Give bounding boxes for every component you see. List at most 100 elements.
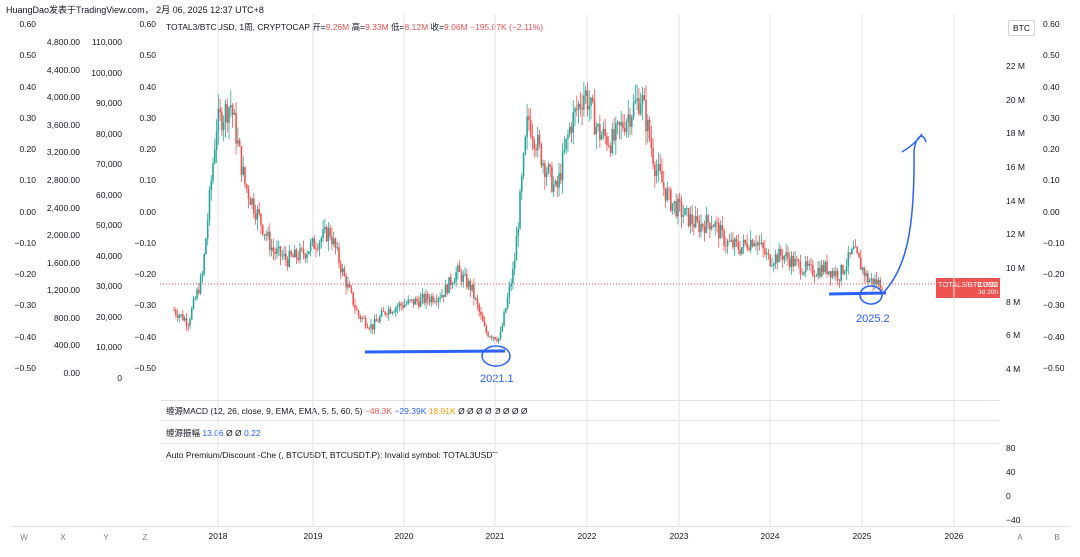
candle-body [643,95,646,100]
candle-body [654,164,656,176]
candle-body [847,252,850,267]
candle-body [293,249,296,258]
candle-body [625,121,628,133]
candle-body [361,317,363,320]
candle-body [810,264,812,265]
amplitude-indicator[interactable]: 缠源振幅 13.06 Ø Ø 0.22 [166,428,261,438]
right-outer-scale[interactable]: 0.60 0.50 0.40 0.30 0.20 0.10 0.00 −0.10 −0.20 −0… [1043,0,1077,400]
candle-body [272,247,275,253]
left-usd-scale[interactable]: 4,800.00 4,400.00 4,000.00 3,600.00 3,200.00… [36,0,80,400]
candle-body [416,298,418,302]
candle-body [476,298,479,305]
candle-body [474,298,477,300]
left-inner-scale[interactable]: 0.60 0.50 0.40 0.30 0.20 0.10 0.00 −0.10 −0.20 −0… [122,0,156,400]
price-scale-label: 18 M [1006,128,1025,139]
scale-label: 0.00 [1043,206,1060,217]
candle-body [308,251,310,255]
scale-label: 100,000 [91,67,122,78]
scale-label: −0.30 [1043,300,1065,311]
candle-body [668,189,670,191]
right-price-scale[interactable]: 22 M 20 M 18 M 16 M 14 M 12 M 10 M 8 M 6 M 4 M [1006,0,1040,400]
premium-discount-indicator[interactable]: Auto Premium/Discount -Che (, BTCUSDT, B… [166,450,498,460]
candle-body [794,258,796,266]
candle-body [339,263,342,273]
candle-body [549,164,551,167]
candle-body [673,201,676,204]
candle-body [865,273,867,276]
candle-body [316,248,319,250]
candle-body [434,301,436,303]
left-outer-scale[interactable]: 0.60 0.50 0.40 0.30 0.20 0.10 0.00 −0.10 −0.20 −0… [0,0,36,400]
currency-button[interactable]: BTC [1008,20,1035,36]
candle-body [395,307,397,312]
candle-body [705,215,708,233]
candle-body [400,303,402,306]
candle-body [410,299,413,301]
candle-body [735,238,738,242]
candle-body [212,162,214,181]
price-scale-label: 20 M [1006,94,1025,105]
scale-label: 0.10 [19,175,36,186]
scale-label: 0.40 [1043,81,1060,92]
candle-body [194,298,197,300]
price-scale-label: 14 M [1006,195,1025,206]
candle-body [183,318,186,321]
legend-symbol: TOTAL3/BTCUSD, 1周, CRYPTOCAP [166,22,310,32]
candle-body [519,191,521,229]
projection-arrow-head [901,133,923,153]
candle-body [579,103,582,108]
candle-body [375,319,378,322]
candle-body [228,107,230,123]
candle-body [190,308,193,320]
candle-body [331,236,333,244]
candle-body [835,270,837,276]
candle-body [707,215,709,223]
candle-body [520,176,523,192]
scale-label: 0.60 [1043,19,1060,29]
candle-body [478,304,481,312]
scale-label: 0.40 [19,81,36,92]
candle-body [261,224,264,235]
indicator-scale[interactable]: 80 40 0 −40 [1006,440,1040,530]
candle-body [854,246,857,248]
candle-body [804,261,807,273]
candle-body [276,248,278,254]
scale-label: 0.10 [1043,175,1060,186]
candle-body [260,213,262,225]
left-usd2-scale[interactable]: 110,000 100,000 90,000 80,000 70,000 60,000 50… [80,0,122,400]
scale-label: 0.40 [139,81,156,92]
candle-body [256,209,259,220]
scale-label: −0.50 [1043,363,1065,373]
scale-label: 0.10 [139,175,156,186]
candle-body [615,123,617,141]
candle-body [233,112,236,115]
candle-body [304,254,307,259]
candle-body [284,253,287,260]
candle-body [224,104,227,123]
scale-label: 20,000 [96,311,122,322]
candle-body [465,274,468,288]
macd-indicator[interactable]: 缠源MACD (12, 26, close, 9, EMA, EMA, 5, 5… [166,406,528,416]
indicator-scale-label: 80 [1006,443,1016,453]
candle-body [623,128,626,133]
candle-body [790,255,793,268]
scale-label: −0.10 [14,237,36,248]
candle-body [618,122,621,126]
candle-body [544,163,546,178]
candle-body [297,258,300,261]
candle-body [655,170,658,176]
candle-body [295,249,298,259]
candle-body [758,242,761,244]
scale-label: −0.30 [14,300,36,311]
candle-body [785,252,787,256]
candle-body [531,135,534,140]
candle-body [418,301,420,307]
candle-body [732,239,734,248]
candle-body [237,140,239,144]
candle-body [480,311,482,316]
candle-body [659,163,661,172]
support-line-2021 [364,349,506,354]
scale-label: 4,800.00 [46,37,80,47]
candle-body [657,163,660,171]
